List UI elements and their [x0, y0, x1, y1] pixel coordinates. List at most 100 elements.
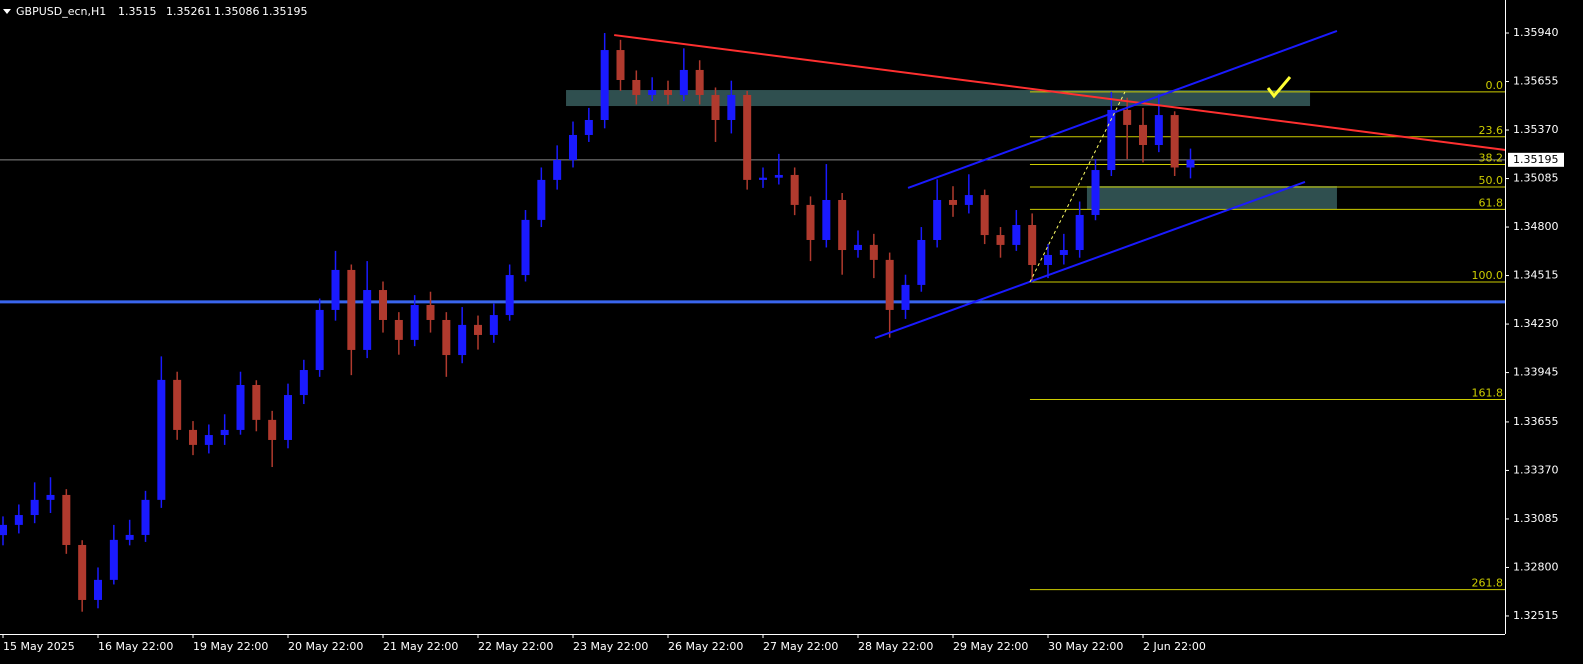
y-tick-label: 1.33655 [1513, 415, 1559, 428]
candle-body [1091, 170, 1100, 215]
candle-body [30, 499, 39, 516]
candle-body [1154, 115, 1163, 146]
candle-body [220, 429, 229, 436]
x-tick-label: 26 May 22:00 [668, 640, 743, 653]
x-tick-label: 27 May 22:00 [763, 640, 838, 653]
fib-label: 61.8 [1479, 196, 1504, 209]
candle-body [901, 284, 910, 310]
y-tick-label: 1.35085 [1513, 172, 1559, 185]
y-tick-label: 1.34230 [1513, 317, 1559, 330]
candle-body [838, 199, 847, 251]
x-tick-label: 21 May 22:00 [383, 640, 458, 653]
candle-body [854, 244, 862, 251]
x-tick-label: 30 May 22:00 [1048, 640, 1123, 653]
candle-body [331, 269, 340, 310]
candle-body [189, 429, 197, 445]
candle-body [94, 579, 102, 600]
candle-body [632, 79, 641, 95]
ohlc-open: 1.3515 [118, 5, 157, 18]
candle-body [141, 499, 150, 535]
candle-body [774, 174, 783, 178]
y-tick-label: 1.32515 [1513, 609, 1559, 622]
symbol-title: GBPUSD_ecn,H1 [16, 5, 106, 18]
fib-label: 261.8 [1472, 577, 1504, 590]
candle-body [600, 50, 609, 120]
candle-body [521, 219, 530, 276]
candle-body [268, 419, 277, 440]
candle-body [569, 134, 577, 160]
y-tick-label: 1.34515 [1513, 269, 1559, 282]
candle-body [996, 235, 1005, 245]
candle-body [0, 524, 7, 536]
candle-body [442, 319, 451, 356]
trendline [907, 30, 1338, 189]
candle-body [727, 94, 736, 120]
candle-body [790, 174, 799, 205]
candle-body [949, 199, 957, 205]
zone [566, 90, 1311, 107]
x-tick-label: 19 May 22:00 [193, 640, 268, 653]
ohlc-low: 1.35086 [214, 5, 260, 18]
price-tag-label: 1.35195 [1513, 153, 1559, 166]
candle-body [1012, 225, 1021, 245]
candle-body [1075, 214, 1084, 251]
candle-body [648, 90, 657, 95]
candle-body [1186, 159, 1195, 168]
check-mark [1266, 76, 1292, 99]
x-tick-label: 22 May 22:00 [478, 640, 553, 653]
y-tick-label: 1.33945 [1513, 366, 1559, 379]
trendline [614, 34, 1506, 151]
y-tick-label: 1.35940 [1513, 26, 1559, 39]
candle-body [1123, 109, 1132, 125]
ohlc-high: 1.35261 [166, 5, 212, 18]
candle-body [347, 269, 356, 350]
y-tick-label: 1.32800 [1513, 560, 1559, 573]
x-tick-label: 28 May 22:00 [858, 640, 933, 653]
candle-body [537, 179, 546, 220]
candle-body [616, 50, 625, 80]
y-tick-label: 1.35655 [1513, 75, 1559, 88]
candle-body [964, 195, 973, 205]
candle-body [109, 539, 118, 580]
candle-body [980, 195, 989, 236]
candle-body [505, 275, 514, 316]
y-tick-label: 1.33370 [1513, 463, 1559, 476]
x-tick-label: 29 May 22:00 [953, 640, 1028, 653]
candle-body [458, 324, 467, 356]
candle-body [173, 379, 182, 430]
candle-body [157, 379, 166, 500]
candle-body [1028, 225, 1037, 266]
price-tag [1508, 152, 1564, 167]
x-tick-label: 15 May 2025 [3, 640, 75, 653]
candle-body [410, 305, 419, 340]
candle-body [759, 177, 767, 180]
candle-body [474, 324, 482, 335]
candle-body [315, 309, 324, 371]
fib-label: 50.0 [1479, 174, 1504, 187]
candle-body [204, 435, 213, 445]
candle-body [62, 494, 71, 545]
candle-body [711, 94, 720, 120]
x-tick-label: 20 May 22:00 [288, 640, 363, 653]
candle-body [885, 259, 894, 310]
candle-body [917, 239, 926, 285]
candle-body [806, 204, 815, 240]
fib-label: 161.8 [1472, 387, 1504, 400]
candle-body [553, 159, 562, 180]
candle-body [1044, 254, 1052, 266]
candle-body [933, 199, 942, 240]
y-tick-label: 1.35370 [1513, 123, 1559, 136]
candle-body [489, 315, 498, 335]
menu-triangle[interactable] [3, 9, 11, 14]
candle-body [869, 244, 878, 260]
candle-body [743, 94, 752, 180]
candle-body [363, 290, 372, 350]
candle-body [379, 290, 387, 320]
candle-body [125, 534, 134, 540]
x-tick-label: 16 May 22:00 [98, 640, 173, 653]
candle-body [78, 544, 87, 600]
candle-body [1107, 109, 1116, 171]
